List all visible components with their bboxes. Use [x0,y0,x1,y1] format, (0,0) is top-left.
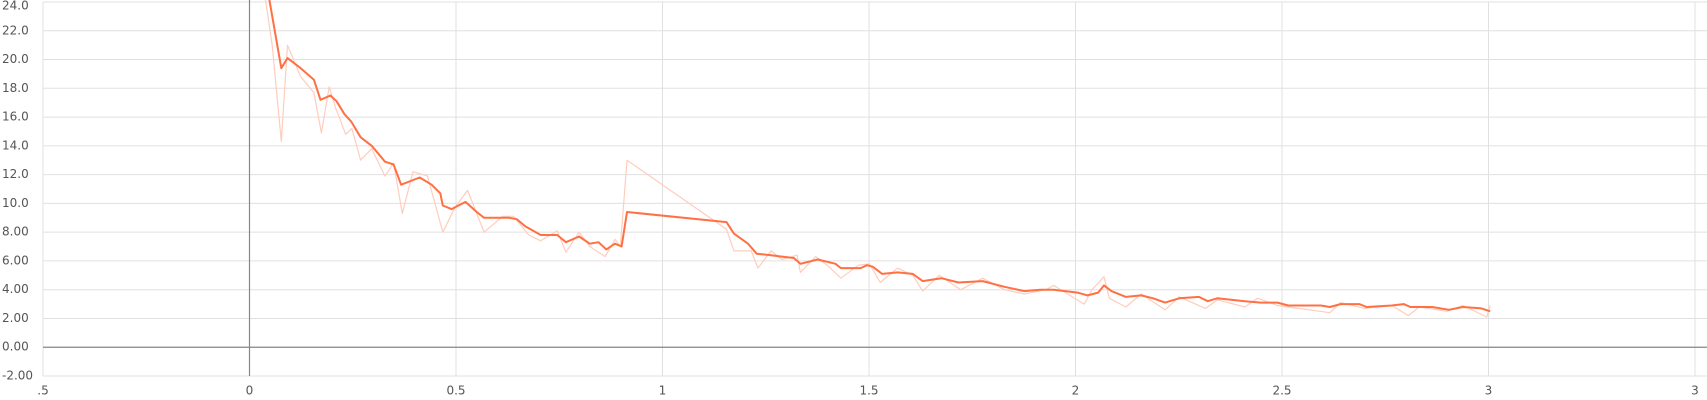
x-tick-label: 3 [1485,384,1493,398]
y-tick-label: 8.00 [2,225,29,239]
x-tick-label: 3 [1691,384,1699,398]
x-tick-label: 2 [1072,384,1080,398]
y-tick-label: 4.00 [2,282,29,296]
x-tick-label: .5 [37,384,48,398]
x-tick-label: 0.5 [446,384,465,398]
y-tick-label: 10.0 [2,196,29,210]
series-line [268,0,1491,313]
x-tick-label: 1.5 [859,384,878,398]
y-tick-label: -2.00 [2,369,33,383]
x-tick-label: 2.5 [1272,384,1291,398]
y-tick-label: 14.0 [2,138,29,152]
series-line [264,0,1491,318]
y-tick-label: 2.00 [2,311,29,325]
y-tick-label: 22.0 [2,23,29,37]
y-tick-label: 12.0 [2,167,29,181]
x-tick-label: 0 [246,384,254,398]
lines [264,0,1491,318]
y-tick-label: 20.0 [2,52,29,66]
x-tick-label: 1 [659,384,667,398]
axes [43,0,1707,376]
y-tick-label: 24.0 [2,0,29,13]
y-tick-label: 0.00 [2,340,29,354]
y-tick-label: 6.00 [2,253,29,267]
y-tick-label: 18.0 [2,81,29,95]
y-tick-label: 16.0 [2,110,29,124]
